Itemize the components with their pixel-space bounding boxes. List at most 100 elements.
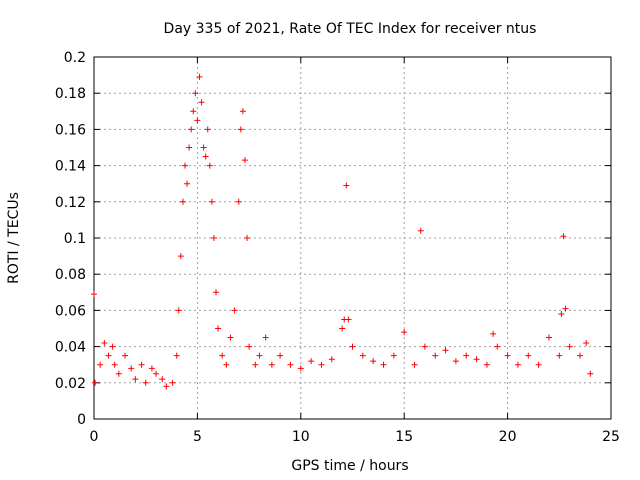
chart-title: Day 335 of 2021, Rate Of TEC Index for r… bbox=[164, 21, 537, 37]
data-point bbox=[92, 379, 99, 386]
data-point bbox=[190, 108, 197, 115]
data-point bbox=[181, 162, 188, 169]
data-point bbox=[148, 365, 155, 372]
data-point bbox=[401, 329, 408, 336]
data-point bbox=[132, 376, 139, 383]
x-axis-label: GPS time / hours bbox=[291, 458, 408, 474]
data-point bbox=[206, 162, 213, 169]
data-point bbox=[173, 352, 180, 359]
x-tick-label: 5 bbox=[193, 429, 202, 445]
data-point bbox=[177, 253, 184, 260]
data-point bbox=[196, 73, 203, 80]
data-point bbox=[556, 352, 563, 359]
data-point bbox=[97, 361, 104, 368]
data-point bbox=[411, 361, 418, 368]
data-point bbox=[504, 352, 511, 359]
data-point bbox=[343, 182, 350, 189]
data-point bbox=[159, 376, 166, 383]
y-tick-label: 0.08 bbox=[55, 267, 86, 283]
data-point bbox=[188, 126, 195, 133]
data-point bbox=[583, 339, 590, 346]
data-point bbox=[328, 356, 335, 363]
data-point bbox=[210, 235, 217, 241]
data-point bbox=[115, 370, 122, 377]
data-point bbox=[339, 325, 346, 332]
data-point bbox=[256, 352, 263, 359]
data-point bbox=[246, 343, 253, 350]
data-point bbox=[370, 358, 377, 365]
x-tick-label: 20 bbox=[499, 429, 517, 445]
data-point bbox=[128, 365, 135, 372]
y-tick-label: 0.02 bbox=[55, 376, 86, 392]
y-tick-label: 0.06 bbox=[55, 303, 86, 319]
data-point bbox=[560, 233, 567, 240]
data-point bbox=[219, 352, 226, 359]
data-point bbox=[239, 108, 246, 115]
x-tick-label: 15 bbox=[395, 429, 413, 445]
data-point bbox=[213, 289, 220, 296]
data-point bbox=[514, 361, 521, 368]
data-point bbox=[442, 347, 449, 354]
data-point bbox=[244, 235, 251, 241]
data-point bbox=[122, 352, 129, 359]
data-point bbox=[277, 352, 284, 359]
y-tick-label: 0.2 bbox=[64, 50, 86, 66]
data-point bbox=[215, 325, 222, 332]
data-point bbox=[262, 334, 269, 341]
data-point bbox=[202, 153, 209, 160]
data-point bbox=[308, 358, 315, 365]
data-point bbox=[287, 361, 294, 368]
data-point bbox=[204, 126, 211, 133]
data-point bbox=[525, 352, 532, 359]
data-point bbox=[235, 198, 242, 205]
data-point bbox=[421, 343, 428, 350]
data-point bbox=[142, 379, 149, 386]
x-axis: 0 5 10 15 20 25 bbox=[90, 57, 620, 445]
data-point bbox=[268, 361, 275, 368]
data-point bbox=[163, 383, 170, 390]
data-point bbox=[91, 291, 97, 298]
data-point bbox=[359, 352, 366, 359]
x-tick-label: 25 bbox=[602, 429, 620, 445]
data-points bbox=[91, 73, 594, 390]
data-point bbox=[380, 361, 387, 368]
y-axis-label: ROTI / TECUs bbox=[6, 192, 22, 284]
y-tick-label: 0.18 bbox=[55, 86, 86, 102]
y-tick-label: 0.16 bbox=[55, 122, 86, 138]
data-point bbox=[494, 343, 501, 350]
data-point bbox=[252, 361, 259, 368]
data-point bbox=[153, 370, 160, 377]
data-point bbox=[169, 379, 176, 386]
data-point bbox=[175, 307, 182, 314]
y-axis: 0 0.02 0.04 0.06 0.08 0.1 0.12 0.14 0.16 0.18 0.2 bbox=[55, 50, 611, 428]
y-tick-label: 0.14 bbox=[55, 159, 86, 175]
data-point bbox=[186, 144, 193, 151]
y-tick-label: 0.04 bbox=[55, 340, 86, 356]
y-tick-label: 0.1 bbox=[64, 231, 86, 247]
x-tick-label: 10 bbox=[292, 429, 310, 445]
data-point bbox=[490, 330, 497, 337]
data-point bbox=[109, 343, 116, 350]
data-point bbox=[576, 352, 583, 359]
data-point bbox=[179, 198, 186, 205]
data-point bbox=[194, 117, 201, 124]
data-point bbox=[390, 352, 397, 359]
data-point bbox=[452, 358, 459, 365]
data-point bbox=[545, 334, 552, 341]
y-tick-label: 0 bbox=[77, 412, 86, 428]
data-point bbox=[192, 90, 199, 97]
grid-lines bbox=[94, 57, 611, 419]
data-point bbox=[105, 352, 112, 359]
data-point bbox=[198, 99, 205, 106]
data-point bbox=[473, 356, 480, 363]
data-point bbox=[535, 361, 542, 368]
data-point bbox=[417, 227, 424, 234]
data-point bbox=[432, 352, 439, 359]
data-point bbox=[566, 343, 573, 350]
data-point bbox=[241, 157, 248, 164]
plot-frame bbox=[93, 56, 612, 420]
data-point bbox=[349, 343, 356, 350]
data-point bbox=[297, 365, 304, 372]
data-point bbox=[111, 361, 118, 368]
